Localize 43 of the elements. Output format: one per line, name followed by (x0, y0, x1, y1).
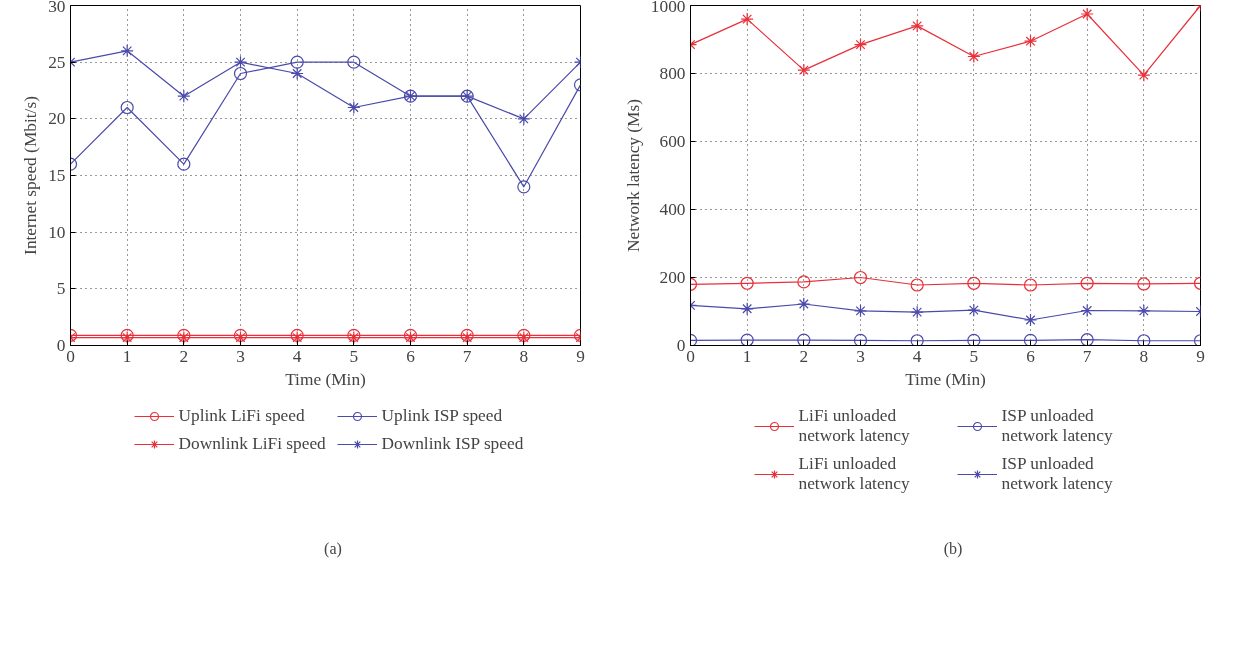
y-tick-label: 600 (659, 132, 686, 151)
y-tick-label: 20 (48, 109, 66, 129)
y-tick-label: 25 (48, 52, 66, 72)
y-tick-label: 800 (659, 64, 686, 83)
text: (a) (324, 539, 342, 558)
y-tick-label: 30 (48, 0, 66, 16)
x-axis-title: Time (Min) (905, 369, 987, 389)
y-tick-label: 15 (48, 166, 66, 185)
x-tick-label: 1 (122, 346, 132, 366)
x-tick-label: 8 (1139, 346, 1149, 366)
x-tick-label: 4 (912, 346, 922, 366)
x-tick-label: 3 (856, 346, 865, 366)
x-tick-label: 9 (1196, 346, 1205, 366)
x-tick-label: 2 (799, 346, 809, 366)
legend-label: Uplink LiFi speed (178, 406, 306, 426)
y-tick-label: 400 (659, 200, 686, 219)
text: (b) (943, 539, 963, 558)
x-tick-label: 5 (349, 346, 359, 366)
x-axis-title: Time (Min) (285, 369, 367, 389)
y-tick-label: 10 (48, 222, 66, 242)
x-tick-label: 4 (292, 346, 302, 366)
x-tick-label: 8 (519, 346, 529, 366)
x-tick-label: 2 (179, 346, 189, 366)
x-tick-label: 1 (742, 346, 752, 366)
x-tick-label: 3 (236, 346, 245, 366)
legend-label: Uplink ISP speed (381, 406, 504, 426)
y-tick-label: 5 (56, 279, 66, 299)
x-tick-label: 5 (969, 346, 979, 366)
x-tick-label: 7 (462, 346, 472, 366)
x-tick-label: 9 (576, 346, 585, 366)
legend-label: LiFi unloaded network latency (798, 454, 911, 494)
legend-label: Downlink LiFi speed (178, 434, 327, 454)
x-tick-label: 6 (406, 346, 416, 366)
legend-label: Downlink ISP speed (381, 434, 525, 454)
y-axis-title: Network latency (Ms) (623, 98, 643, 253)
legend-label: LiFi unloaded network latency (798, 406, 911, 446)
legend-label: ISP unloaded network latency (1001, 454, 1114, 494)
y-tick-label: 200 (659, 268, 686, 287)
y-tick-label: 1000 (650, 0, 686, 16)
legend-label: ISP unloaded network latency (1001, 406, 1114, 446)
x-tick-label: 7 (1082, 346, 1092, 366)
y-axis-title: Internet speed (Mbit/s) (21, 95, 41, 255)
x-tick-label: 6 (1026, 346, 1036, 366)
